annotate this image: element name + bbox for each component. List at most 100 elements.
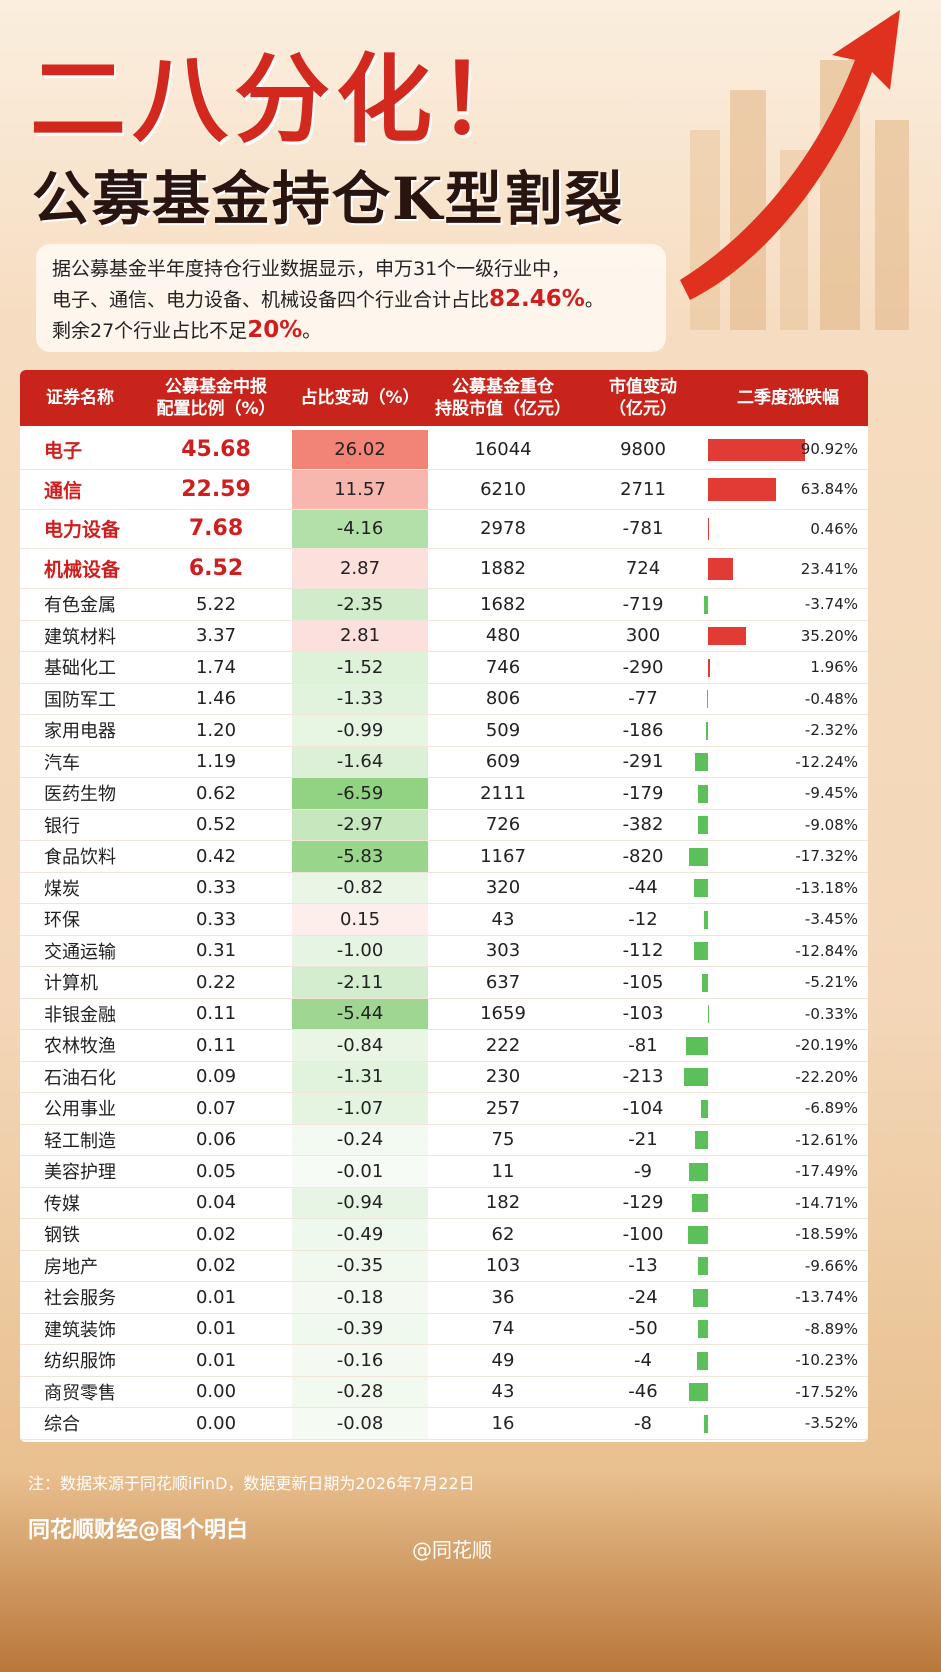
q2-return: -17.32% [708,841,868,873]
q2-return: -22.20% [708,1062,868,1093]
industry-name: 计算机 [20,967,140,999]
allocation-change: -5.44 [292,999,428,1030]
market-value: 74 [428,1314,578,1345]
value-change: -112 [578,936,708,967]
q2-return: 1.96% [708,652,868,684]
market-value: 62 [428,1219,578,1251]
industry-name: 电子 [20,430,140,470]
change-shade [292,620,428,652]
industry-name: 商贸零售 [20,1377,140,1408]
allocation-change: -0.16 [292,1345,428,1377]
allocation-change: -1.33 [292,684,428,715]
allocation-change: -4.16 [292,510,428,550]
industry-name: 国防军工 [20,684,140,715]
return-bar [689,847,708,866]
q2-return: -20.19% [708,1030,868,1062]
market-value: 509 [428,715,578,747]
industry-name: 煤炭 [20,873,140,904]
allocation: 0.11 [140,1030,292,1062]
market-value: 230 [428,1062,578,1093]
return-bar [694,1131,708,1150]
industry-name: 医药生物 [20,778,140,810]
change-shade [292,1061,428,1093]
q2-return: -14.71% [708,1188,868,1219]
allocation: 0.02 [140,1251,292,1282]
q2-return: 23.41% [708,549,868,589]
intro-text: 82.46% [489,286,585,312]
allocation-change: -0.82 [292,873,428,904]
industry-name: 汽车 [20,747,140,778]
allocation-change: -2.11 [292,967,428,999]
subtitle: 公募基金持仓K型割裂 [32,165,625,233]
market-value: 49 [428,1345,578,1377]
q2-return: -9.45% [708,778,868,810]
header-text: 公募基金中报 [165,377,267,397]
market-value: 43 [428,904,578,936]
industry-name: 钢铁 [20,1219,140,1251]
return-bar [686,1036,708,1055]
value-change: -8 [578,1408,708,1440]
change-shade [292,1376,428,1408]
allocation-change: -2.97 [292,810,428,841]
value-change: 2711 [578,470,708,510]
intro: 据公募基金半年度持仓行业数据显示，申万31个一级行业中， 电子、通信、电力设备、机… [36,244,666,352]
intro-text: 。 [584,289,604,311]
industry-name: 机械设备 [20,549,140,589]
return-bar [704,910,708,929]
allocation: 0.02 [140,1219,292,1251]
q2-return: -3.52% [708,1408,868,1440]
allocation: 45.68 [140,430,292,470]
allocation: 0.06 [140,1125,292,1156]
q2-return: -5.21% [708,967,868,999]
industry-name: 建筑材料 [20,621,140,652]
return-bar [692,1194,708,1213]
q2-return: -9.66% [708,1251,868,1282]
change-shade [292,904,428,936]
value-change: -24 [578,1282,708,1314]
header-text: 持股市值（亿元） [435,399,571,419]
value-change: -179 [578,778,708,810]
allocation: 0.22 [140,967,292,999]
change-shade [292,1124,428,1156]
industry-name: 有色金属 [20,589,140,621]
header-text: 市值变动 [609,377,677,397]
market-value: 1882 [428,549,578,589]
change-shade [292,469,428,510]
industry-name: 建筑装饰 [20,1314,140,1345]
market-value: 2111 [428,778,578,810]
allocation-change: -1.31 [292,1062,428,1093]
change-shade [292,809,428,841]
q2-return: 0.46% [708,510,868,550]
return-bar [708,478,777,501]
return-bar [688,1225,708,1244]
allocation-change: -0.18 [292,1282,428,1314]
market-value: 806 [428,684,578,715]
return-bar [698,1320,708,1339]
industry-name: 综合 [20,1408,140,1440]
value-change: -4 [578,1345,708,1377]
return-bar [697,1257,708,1276]
allocation-change: -6.59 [292,778,428,810]
return-bar [707,690,708,709]
allocation-change: -0.28 [292,1377,428,1408]
q2-return: -12.24% [708,747,868,778]
allocation: 1.20 [140,715,292,747]
intro-text: 据公募基金半年度持仓行业数据显示，申万31个一级行业中， [52,258,571,280]
value-change: -781 [578,510,708,550]
q2-return: 35.20% [708,621,868,652]
intro-line: 电子、通信、电力设备、机械设备四个行业合计占比82.46%。 [52,284,650,315]
header-cell: 公募基金中报 配置比例（%） [140,370,293,426]
intro-text: 电子、通信、电力设备、机械设备四个行业合计占比 [52,289,490,311]
return-bar [702,973,708,992]
market-value: 222 [428,1030,578,1062]
value-change: -81 [578,1030,708,1062]
allocation-change: -0.24 [292,1125,428,1156]
intro-line: 剩余27个行业占比不足20%。 [52,315,650,346]
change-shade [292,1093,428,1125]
market-value: 609 [428,747,578,778]
allocation-change: -0.49 [292,1219,428,1251]
return-bar [684,1068,708,1087]
return-bar [708,658,711,677]
q2-return: -17.49% [708,1156,868,1188]
